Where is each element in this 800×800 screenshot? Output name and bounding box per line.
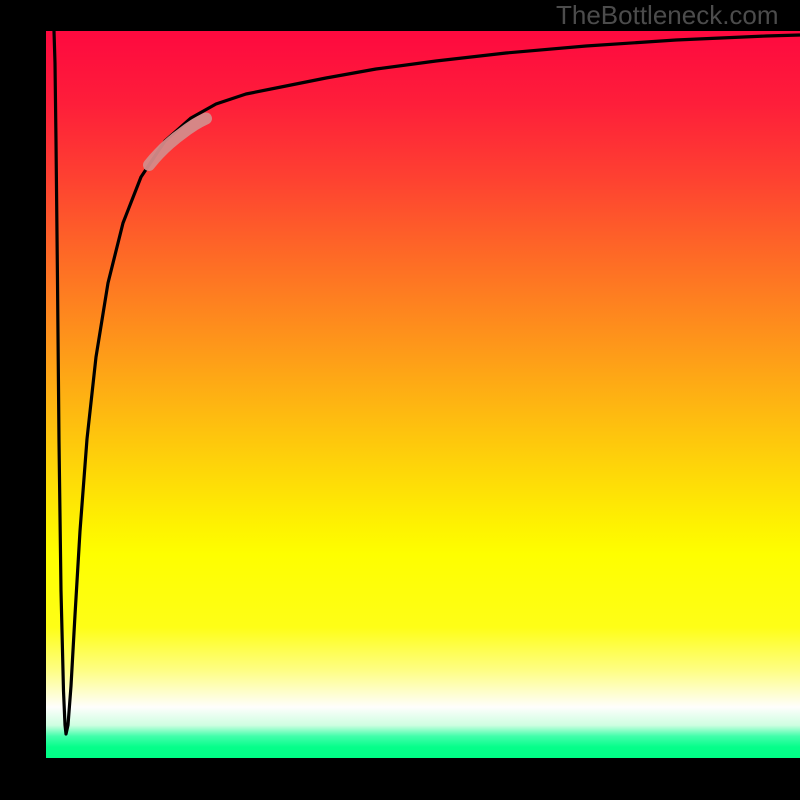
plot-svg — [46, 31, 800, 758]
watermark-text: TheBottleneck.com — [556, 0, 779, 31]
figure-root: TheBottleneck.com — [0, 0, 800, 800]
plot-background — [46, 31, 800, 758]
plot-area — [46, 31, 800, 758]
